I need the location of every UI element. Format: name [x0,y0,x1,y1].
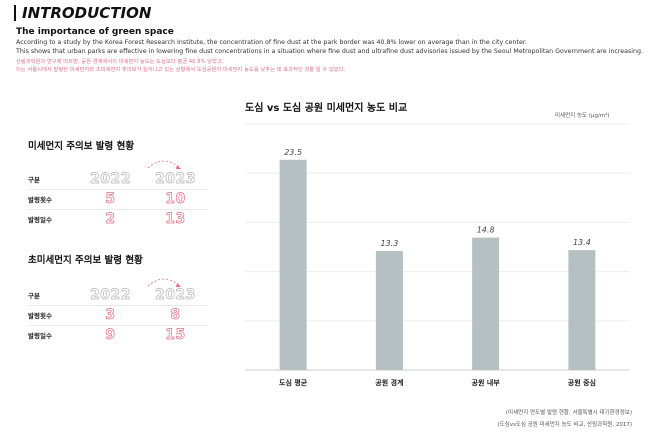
x-tick-label: 공원 내부 [472,378,501,387]
value-cell: 10 [143,192,208,206]
year-cell: 2023 [143,288,208,302]
year-cell: 2022 [78,288,143,302]
value-cell: 15 [143,328,208,342]
table-header-row: 구분 2022 2023 [28,169,208,189]
x-tick-label: 공원 경계 [375,378,403,387]
value-cell: 5 [78,192,143,206]
value-cell: 3 [78,308,143,322]
korean-description-line: 이는 서울시에서 발령한 미세먼지와 초미세먼지 주의보가 늘어나고 있는 상황… [16,67,646,75]
row-label: 발령횟수 [28,194,78,204]
data-label: 14.8 [477,226,495,235]
data-label: 13.4 [573,238,591,247]
bar [280,160,307,370]
ultrafine-dust-advisory-table: 초미세먼지 주의보 발령 현황 구분 2022 2023 발령횟수 3 8 발령… [28,252,208,266]
row-label: 발령횟수 [28,310,78,320]
table-row: 발령횟수 3 8 [28,305,208,325]
table-row: 발령일수 9 15 [28,325,208,345]
page-title: INTRODUCTION [14,5,151,21]
bar [376,251,403,370]
english-description-line: This shows that urban parks are effectiv… [16,48,646,57]
bar [472,238,499,370]
source-note: (도심vs도심 공원 미세먼지 농도 비교, 산림과학원, 2017) [497,420,632,428]
fine-dust-advisory-table: 미세먼지 주의보 발령 현황 구분 2022 2023 발령횟수 5 10 발령… [28,138,208,152]
data-label: 13.3 [380,239,398,248]
year-cell: 2023 [143,172,208,186]
row-label: 발령일수 [28,330,78,340]
table-header-row: 구분 2022 2023 [28,285,208,305]
bar-chart: 23.5 도심 평균 13.3 공원 경계 14.8 공원 내부 13.4 공원 중심 [240,118,635,398]
table-row: 발령횟수 5 10 [28,189,208,209]
x-tick-label: 공원 중심 [568,378,596,387]
x-tick-label: 도심 평균 [279,378,308,387]
row-label: 구분 [28,174,78,184]
data-label: 23.5 [284,148,302,157]
table-title: 미세먼지 주의보 발령 현황 [28,138,208,152]
source-note: (미세먼지 연도별 발령 현황, 서울특별시 대기환경정보) [506,408,632,416]
english-description-line: According to a study by the Korea Forest… [16,39,646,48]
korean-description: 산림과학원의 연구에 따르면, 공원 경계에서의 미세먼지 농도는 도심보다 평… [16,59,646,74]
value-cell: 9 [78,328,143,342]
chart-title: 도심 vs 도심 공원 미세먼지 농도 비교 [245,99,407,114]
table-row: 발령일수 2 13 [28,209,208,229]
row-label: 발령일수 [28,214,78,224]
value-cell: 13 [143,212,208,226]
section-subtitle: The importance of green space [16,27,174,37]
year-cell: 2022 [78,172,143,186]
table-title: 초미세먼지 주의보 발령 현황 [28,252,208,266]
english-description: According to a study by the Korea Forest… [16,39,646,56]
value-cell: 8 [143,308,208,322]
korean-description-line: 산림과학원의 연구에 따르면, 공원 경계에서의 미세먼지 농도는 도심보다 평… [16,59,646,67]
row-label: 구분 [28,290,78,300]
value-cell: 2 [78,212,143,226]
bar [568,250,595,370]
